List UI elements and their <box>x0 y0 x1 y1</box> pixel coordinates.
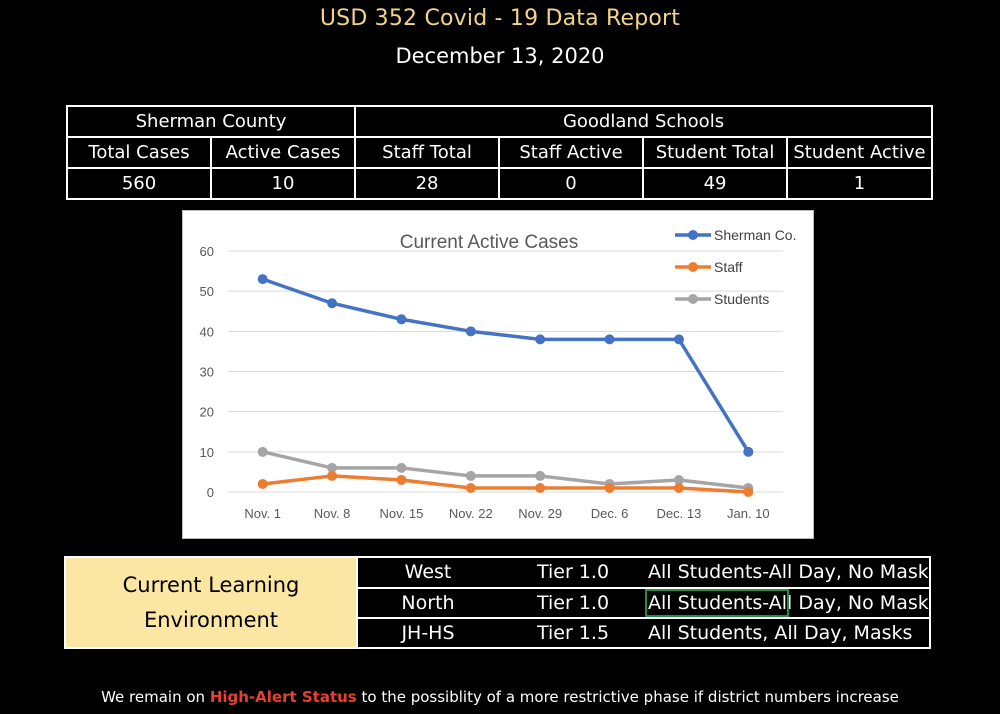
school-name: West <box>404 561 452 583</box>
chart-title: Current Active Cases <box>400 232 578 253</box>
status-footer: We remain on High-Alert Status to the po… <box>0 688 1000 706</box>
col-staff-total: Staff Total <box>354 136 501 169</box>
legend-marker <box>688 294 698 304</box>
data-point <box>604 482 615 493</box>
attendance-policy: All Students, All Day, Masks <box>648 622 913 644</box>
x-tick-label: Nov. 22 <box>449 506 493 521</box>
val-total-cases: 560 <box>66 167 212 200</box>
x-tick-label: Nov. 1 <box>244 506 281 521</box>
data-point <box>396 314 407 325</box>
val-active-cases: 10 <box>209 167 357 200</box>
tier-level: Tier 1.0 <box>536 592 610 614</box>
y-tick-label: 40 <box>200 324 214 339</box>
school-name: JH-HS <box>401 622 455 644</box>
x-tick-label: Dec. 13 <box>657 506 702 521</box>
data-point <box>396 462 407 473</box>
data-point <box>257 478 268 489</box>
col-total-cases: Total Cases <box>66 136 212 169</box>
group-goodland-schools: Goodland Schools <box>354 105 934 138</box>
col-student-active: Student Active <box>786 136 934 169</box>
series-line-sherman-co- <box>262 277 750 453</box>
data-point <box>535 334 546 345</box>
data-point <box>673 482 684 493</box>
legend-marker <box>688 230 698 240</box>
val-student-active: 1 <box>786 167 934 200</box>
x-tick-label: Nov. 15 <box>380 506 424 521</box>
col-active-cases: Active Cases <box>209 136 357 169</box>
col-student-total: Student Total <box>642 136 789 169</box>
data-point <box>673 474 684 485</box>
school-name: North <box>401 592 455 614</box>
footer-prefix: We remain on <box>101 688 210 706</box>
learning-environment-panel: Current Learning Environment West Tier 1… <box>64 556 931 649</box>
y-tick-label: 60 <box>200 244 214 259</box>
report-title: USD 352 Covid - 19 Data Report <box>319 6 681 31</box>
learning-row-jh-hs[interactable]: JH-HS Tier 1.5 All Students, All Day, Ma… <box>358 617 931 648</box>
val-staff-active: 0 <box>498 167 645 200</box>
legend-label: Students <box>714 291 769 307</box>
attendance-policy: All Students-All Day, No Mask <box>648 592 929 614</box>
data-point <box>743 487 754 497</box>
col-staff-active: Staff Active <box>498 136 645 169</box>
data-point <box>465 470 476 481</box>
report-date: December 13, 2020 <box>395 44 605 68</box>
learning-row-west[interactable]: West Tier 1.0 All Students-All Day, No M… <box>358 558 931 587</box>
tier-level: Tier 1.5 <box>536 622 610 644</box>
y-tick-label: 50 <box>200 284 214 299</box>
series-line-staff <box>262 474 749 494</box>
y-tick-label: 10 <box>200 445 214 460</box>
legend-label: Sherman Co. <box>714 227 796 243</box>
x-tick-label: Nov. 8 <box>314 506 351 521</box>
y-tick-label: 30 <box>200 365 214 380</box>
series-line-students <box>262 450 749 490</box>
data-point <box>604 334 615 345</box>
footer-suffix: to the possiblity of a more restrictive … <box>356 688 899 706</box>
high-alert-status: High-Alert Status <box>209 688 357 706</box>
learning-rows: West Tier 1.0 All Students-All Day, No M… <box>356 558 931 647</box>
data-point <box>535 482 546 493</box>
summary-value-row: 560 10 28 0 49 1 <box>66 167 934 200</box>
data-point <box>743 446 754 457</box>
val-staff-total: 28 <box>354 167 501 200</box>
learning-label-line1: Current Learning <box>122 573 300 597</box>
learning-row-north[interactable]: North Tier 1.0 All Students-All Day, No … <box>358 587 931 618</box>
summary-table: Sherman County Goodland Schools Total Ca… <box>65 105 934 200</box>
legend-marker <box>688 262 698 272</box>
tier-level: Tier 1.0 <box>536 561 610 583</box>
data-point <box>257 274 268 285</box>
data-point <box>465 326 476 337</box>
x-tick-label: Nov. 29 <box>518 506 562 521</box>
data-point <box>327 470 338 481</box>
active-cases-chart[interactable]: Current Active Cases 0 10 20 30 40 50 60 Nov. 1… <box>182 210 814 539</box>
data-point <box>327 462 338 473</box>
legend-label: Staff <box>714 259 743 275</box>
summary-header-row: Total Cases Active Cases Staff Total Sta… <box>66 136 934 169</box>
data-point <box>257 446 268 457</box>
x-tick-label: Jan. 10 <box>727 506 770 521</box>
y-tick-label: 0 <box>207 485 214 500</box>
data-point <box>327 298 338 309</box>
attendance-policy: All Students-All Day, No Mask <box>648 561 929 583</box>
chart-svg: Current Active Cases 0 10 20 30 40 50 60 Nov. 1… <box>200 227 797 521</box>
data-point <box>535 470 546 481</box>
learning-label-line2: Environment <box>143 608 279 632</box>
x-tick-label: Dec. 6 <box>591 506 629 521</box>
val-student-total: 49 <box>642 167 789 200</box>
data-point <box>396 474 407 485</box>
learning-environment-label: Current Learning Environment <box>66 558 356 647</box>
y-tick-label: 20 <box>200 405 214 420</box>
summary-group-row: Sherman County Goodland Schools <box>65 105 934 138</box>
data-point <box>673 334 684 345</box>
group-sherman-county: Sherman County <box>65 105 357 138</box>
data-point <box>465 482 476 493</box>
